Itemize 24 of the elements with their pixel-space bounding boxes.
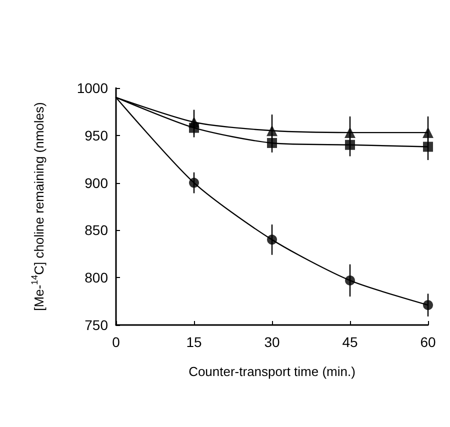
point (345, 275, 355, 286)
point (345, 140, 355, 150)
x-tick-label: 0 (112, 334, 120, 350)
point (189, 178, 199, 188)
point (423, 142, 433, 152)
point (188, 116, 200, 128)
x-axis-title: Counter-transport time (min.) (188, 364, 356, 379)
x-tick-label: 45 (342, 334, 358, 350)
point (267, 234, 277, 245)
y-tick-label: 850 (84, 222, 108, 238)
y-tick-label: 1000 (76, 80, 108, 96)
y-tick-label: 750 (84, 317, 108, 333)
x-tick-label: 30 (264, 334, 280, 350)
point (423, 300, 433, 310)
y-tick-label: 800 (84, 270, 108, 286)
x-tick-label: 60 (420, 334, 436, 350)
point (344, 127, 356, 138)
point (266, 125, 278, 136)
point (267, 138, 277, 148)
point (422, 127, 434, 138)
y-tick-label: 900 (84, 174, 108, 191)
x-tick-label: 15 (186, 334, 202, 350)
y-axis-title: [Me-14C] choline remaining (nmoles) (30, 102, 46, 311)
y-tick-label: 950 (84, 127, 108, 144)
